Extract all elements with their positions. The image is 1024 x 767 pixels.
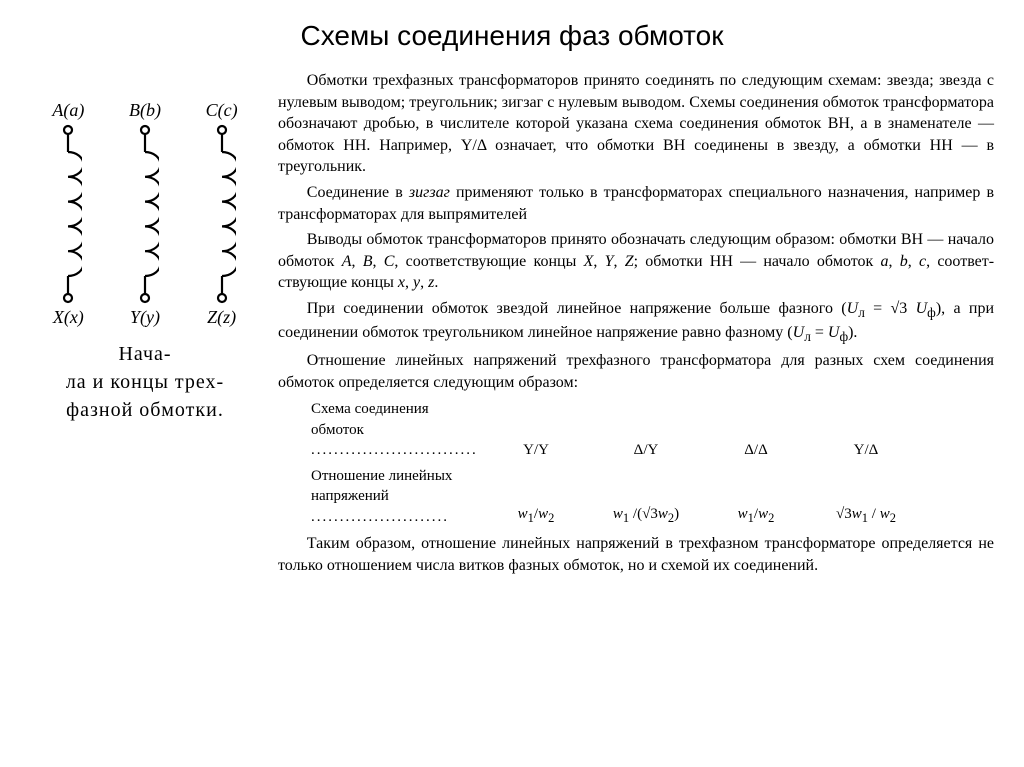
ratio-table: Схема соединения обмоток................…	[311, 399, 994, 527]
coil-label-bottom: Y(y)	[130, 307, 160, 328]
table-cell: Y/Y	[481, 440, 591, 460]
figure-column: A(a) X(x) B(b) Y(y) C(c) Z(z) Нача-ла и концы…	[30, 70, 260, 580]
coil: B(b) Y(y)	[129, 100, 161, 328]
text-column: Обмотки трехфазных трансформаторов приня…	[278, 70, 994, 580]
coil-icon	[208, 124, 236, 304]
paragraph: Обмотки трехфазных трансформаторов приня…	[278, 70, 994, 178]
table-row: Схема соединения обмоток................…	[311, 399, 994, 460]
coil: A(a) X(x)	[52, 100, 84, 328]
page-title: Схемы соединения фаз обмоток	[30, 20, 994, 52]
table-cell: Y/Δ	[811, 440, 921, 460]
figure-caption: Нача-ла и концы трех-фазной обмотки.	[30, 340, 260, 424]
table-cell: w1 /(√3w2)	[591, 504, 701, 527]
paragraph: При соединении обмоток звездой линейное …	[278, 298, 994, 346]
coil-icon	[54, 124, 82, 304]
coil-group: A(a) X(x) B(b) Y(y) C(c) Z(z)	[30, 100, 260, 328]
table-cell: Δ/Δ	[701, 440, 811, 460]
table-cell: w1/w2	[701, 504, 811, 527]
content-row: A(a) X(x) B(b) Y(y) C(c) Z(z) Нача-ла и концы…	[30, 70, 994, 580]
paragraph: Таким образом, отношение линейных напряж…	[278, 533, 994, 576]
table-cell: Δ/Y	[591, 440, 701, 460]
table-cell: w1/w2	[481, 504, 591, 527]
coil: C(c) Z(z)	[206, 100, 238, 328]
table-cell: √3w1 / w2	[811, 504, 921, 527]
coil-icon	[131, 124, 159, 304]
table-row: Отношение линейных напряжений...........…	[311, 466, 994, 527]
row-label: Отношение линейных напряжений...........…	[311, 466, 481, 527]
paragraph: Соединение в зигзаг применяют только в т…	[278, 182, 994, 225]
coil-label-bottom: X(x)	[53, 307, 84, 328]
coil-label-bottom: Z(z)	[207, 307, 236, 328]
coil-label-top: C(c)	[206, 100, 238, 121]
coil-label-top: B(b)	[129, 100, 161, 121]
paragraph: Выводы обмоток трансформаторов принято о…	[278, 229, 994, 294]
coil-label-top: A(a)	[52, 100, 84, 121]
row-label: Схема соединения обмоток................…	[311, 399, 481, 460]
paragraph: Отношение линейных напряжений трехфазног…	[278, 350, 994, 393]
